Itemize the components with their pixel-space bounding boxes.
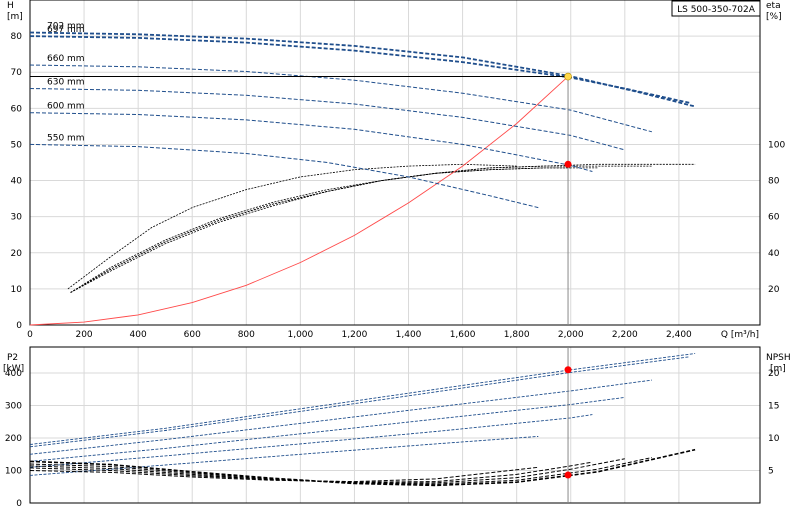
y-tick-label: 20	[11, 249, 23, 259]
efficiency-curve	[70, 165, 652, 293]
y-tick-label: 0	[16, 321, 22, 331]
y-tick-label: 70	[11, 68, 23, 78]
head-curve	[29, 143, 539, 209]
npsh-axis-label: NPSH	[766, 353, 791, 363]
power-curve	[29, 353, 696, 445]
p2-tick-label: 300	[5, 402, 22, 412]
duty-point-power	[564, 366, 572, 374]
p2-tick-label: 400	[5, 369, 22, 379]
y2-axis-unit-top: [%]	[766, 12, 782, 22]
npsh-curve	[29, 466, 539, 483]
y2-tick-label: 60	[768, 213, 780, 223]
y-axis-unit-top: [m]	[7, 12, 23, 22]
power-curve	[29, 396, 625, 462]
x-tick-label: 1,600	[450, 330, 476, 340]
y-tick-label: 80	[11, 32, 23, 42]
x-tick-label: 1,400	[396, 330, 422, 340]
y2-tick-label: 40	[768, 249, 780, 259]
x-tick-label: 1,800	[504, 330, 530, 340]
head-curve-label: 630 mm	[47, 77, 85, 87]
p2-axis-unit: [kW]	[3, 364, 24, 374]
p2-axis-label: P2	[7, 353, 18, 363]
model-label-box	[671, 0, 761, 17]
npsh-axis-unit: [m]	[770, 364, 786, 374]
npsh-tick-label: 10	[768, 434, 780, 444]
power-curve	[29, 414, 593, 468]
y-tick-label: 30	[11, 213, 23, 223]
head-curve	[29, 112, 593, 172]
y-tick-label: 10	[11, 285, 23, 295]
x-tick-label: 1,000	[287, 330, 313, 340]
y2-axis-label-top: eta	[766, 1, 781, 11]
efficiency-curve	[70, 167, 571, 293]
top-plot-frame	[29, 0, 761, 326]
power-curve	[29, 356, 690, 448]
duty-point-efficiency	[564, 160, 572, 168]
efficiency-curve	[70, 163, 696, 293]
head-curve-label: 600 mm	[47, 102, 85, 112]
head-curve-label: 697 mm	[47, 25, 85, 35]
efficiency-curve	[70, 167, 598, 293]
y-tick-label: 50	[11, 140, 23, 150]
npsh-tick-label: 20	[768, 369, 780, 379]
x-tick-label: 200	[75, 330, 92, 340]
head-curve	[29, 35, 690, 104]
head-curve-label: 702 mm	[47, 22, 85, 32]
efficiency-curve	[67, 163, 517, 290]
p2-tick-label: 200	[5, 434, 22, 444]
head-curve	[29, 88, 625, 151]
p2-tick-label: 100	[5, 467, 22, 477]
npsh-tick-label: 15	[768, 402, 779, 412]
x-tick-label: 2,400	[666, 330, 692, 340]
duty-point-npsh	[564, 471, 572, 479]
npsh-curve	[29, 458, 625, 484]
power-curve	[29, 435, 539, 476]
x-tick-label: 0	[27, 330, 33, 340]
x-tick-label: 400	[130, 330, 147, 340]
y2-tick-label: 20	[768, 285, 780, 295]
system-curve	[29, 76, 569, 326]
power-curve	[29, 379, 652, 455]
x-tick-label: 600	[184, 330, 201, 340]
head-curve-label: 660 mm	[47, 54, 85, 64]
p2-tick-label: 0	[16, 499, 22, 509]
bottom-plot-frame	[29, 346, 761, 504]
x-tick-label: 1,200	[342, 330, 368, 340]
x-tick-label: 2,200	[612, 330, 638, 340]
duty-point-head	[564, 72, 572, 81]
head-curve	[29, 31, 696, 108]
head-curve	[29, 64, 653, 133]
x-tick-label: 800	[238, 330, 255, 340]
npsh-tick-label: 5	[768, 467, 774, 477]
x-axis-label: Q [m³/h]	[721, 330, 759, 340]
model-label: LS 500-350-702A	[677, 5, 756, 15]
y2-tick-label: 100	[768, 140, 785, 150]
y-tick-label: 60	[11, 104, 23, 114]
npsh-curve	[29, 461, 593, 483]
y2-tick-label: 80	[768, 177, 780, 187]
x-tick-label: 2,000	[558, 330, 584, 340]
head-curve-label: 550 mm	[47, 133, 85, 143]
y-tick-label: 40	[11, 177, 23, 187]
y-axis-label-top: H	[7, 1, 14, 11]
